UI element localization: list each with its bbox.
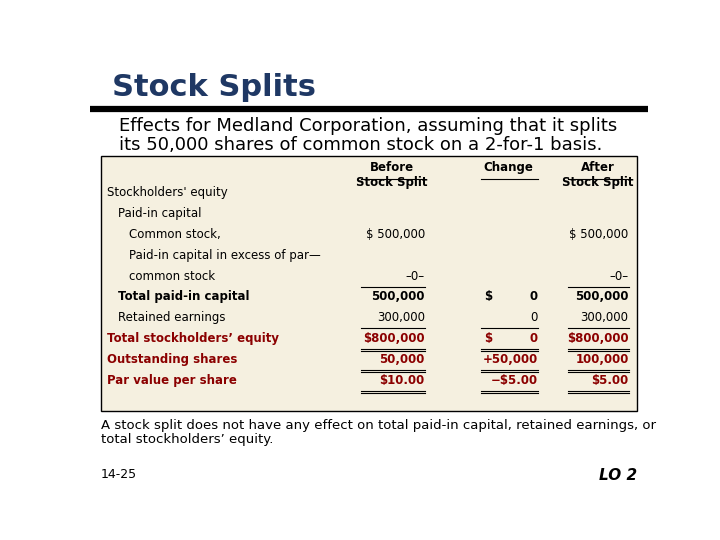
Text: Par value per share: Par value per share [107, 374, 237, 387]
Text: 0: 0 [531, 311, 538, 324]
Text: Change: Change [484, 161, 534, 174]
Text: $: $ [484, 291, 492, 303]
Text: Stockholders' equity: Stockholders' equity [107, 186, 228, 199]
Text: 100,000: 100,000 [575, 353, 629, 366]
Text: $10.00: $10.00 [379, 374, 425, 387]
Text: Total stockholders’ equity: Total stockholders’ equity [107, 332, 279, 345]
Text: Retained earnings: Retained earnings [118, 311, 225, 324]
Text: –0–: –0– [610, 269, 629, 282]
Text: 14-25: 14-25 [101, 468, 137, 481]
Text: 500,000: 500,000 [372, 291, 425, 303]
Text: $800,000: $800,000 [363, 332, 425, 345]
Text: $5.00: $5.00 [591, 374, 629, 387]
Text: Paid-in capital in excess of par—: Paid-in capital in excess of par— [129, 249, 320, 262]
Text: Before
Stock Split: Before Stock Split [356, 161, 428, 189]
Text: −$5.00: −$5.00 [491, 374, 538, 387]
Text: Outstanding shares: Outstanding shares [107, 353, 238, 366]
Text: 300,000: 300,000 [377, 311, 425, 324]
Text: Effects for Medland Corporation, assuming that it splits: Effects for Medland Corporation, assumin… [120, 117, 618, 135]
Text: its 50,000 shares of common stock on a 2-for-1 basis.: its 50,000 shares of common stock on a 2… [120, 136, 603, 154]
Text: $ 500,000: $ 500,000 [570, 228, 629, 241]
Text: $800,000: $800,000 [567, 332, 629, 345]
Text: 0: 0 [530, 332, 538, 345]
Text: A stock split does not have any effect on total paid-in capital, retained earnin: A stock split does not have any effect o… [101, 419, 656, 432]
Text: common stock: common stock [129, 269, 215, 282]
Text: Common stock,: Common stock, [129, 228, 220, 241]
Text: 300,000: 300,000 [580, 311, 629, 324]
Text: After
Stock Split: After Stock Split [562, 161, 634, 189]
Text: 500,000: 500,000 [575, 291, 629, 303]
Text: Stock Splits: Stock Splits [112, 72, 315, 102]
FancyBboxPatch shape [101, 156, 637, 411]
Text: 0: 0 [530, 291, 538, 303]
Text: LO 2: LO 2 [599, 468, 637, 483]
Text: Paid-in capital: Paid-in capital [118, 207, 202, 220]
Text: $ 500,000: $ 500,000 [366, 228, 425, 241]
Text: –0–: –0– [405, 269, 425, 282]
Text: +50,000: +50,000 [482, 353, 538, 366]
Text: total stockholders’ equity.: total stockholders’ equity. [101, 433, 273, 446]
Text: 50,000: 50,000 [379, 353, 425, 366]
Text: $: $ [484, 332, 492, 345]
Text: Total paid-in capital: Total paid-in capital [118, 291, 249, 303]
